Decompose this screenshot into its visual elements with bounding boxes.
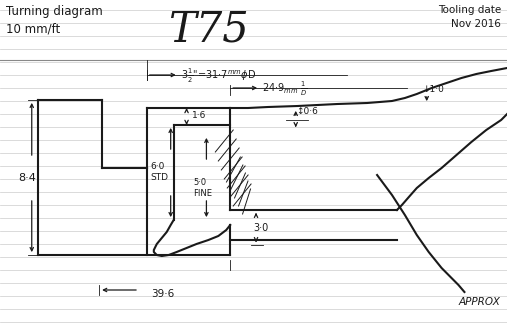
Text: Turning diagram: Turning diagram bbox=[6, 5, 103, 18]
Text: T75: T75 bbox=[168, 8, 249, 50]
Text: 1·6: 1·6 bbox=[192, 112, 206, 121]
Text: 24·9$_{mm}$ $\frac{1}{D}$: 24·9$_{mm}$ $\frac{1}{D}$ bbox=[262, 80, 308, 98]
Text: 10 mm/ft: 10 mm/ft bbox=[6, 22, 60, 35]
Text: 6·0
STD: 6·0 STD bbox=[151, 162, 169, 182]
Text: ↓1·0: ↓1·0 bbox=[422, 86, 444, 95]
Text: 3·0: 3·0 bbox=[253, 223, 268, 233]
Text: Tooling date
Nov 2016: Tooling date Nov 2016 bbox=[438, 5, 501, 29]
Text: ↕0·6: ↕0·6 bbox=[296, 108, 318, 117]
Text: 5·0
FINE: 5·0 FINE bbox=[194, 178, 213, 198]
Text: APPROX: APPROX bbox=[458, 297, 500, 307]
Text: 3$\frac{1}{2}$"=31·7$^{mm}$$\phi$D: 3$\frac{1}{2}$"=31·7$^{mm}$$\phi$D bbox=[180, 67, 256, 85]
Text: 39·6: 39·6 bbox=[151, 289, 174, 299]
Text: 8·4: 8·4 bbox=[18, 173, 36, 183]
